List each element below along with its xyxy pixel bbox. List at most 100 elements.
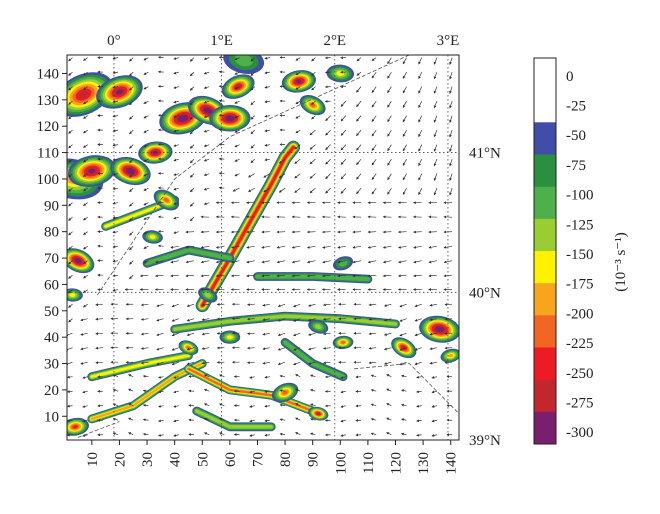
longitude-label: 3°E [437, 33, 460, 49]
plot-area [67, 55, 459, 440]
colorbar-swatch [534, 154, 556, 188]
colorbar-swatch [534, 411, 556, 445]
colorbar-tick-label: -100 [566, 188, 594, 204]
colorbar-tick-label: -150 [566, 247, 594, 263]
vorticity-patch [440, 348, 459, 363]
colorbar-swatch [534, 379, 556, 413]
vorticity-band [253, 272, 373, 284]
vorticity-patch [391, 337, 417, 359]
x-tick-label: 100 [333, 452, 349, 475]
section-line [97, 55, 410, 296]
colorbar-tick-label: -225 [566, 336, 594, 352]
section-line [77, 421, 120, 438]
colorbar-tick-label: -300 [566, 425, 594, 441]
colorbar-tick-label: 0 [566, 69, 574, 85]
latitude-label: 40°N [469, 285, 501, 301]
vorticity-band [170, 311, 400, 334]
y-tick-label: 120 [37, 119, 60, 135]
x-tick-label: 140 [444, 452, 460, 475]
y-tick-label: 140 [37, 66, 60, 82]
x-tick-label: 10 [85, 452, 101, 467]
coordinate-grid [67, 55, 459, 440]
colorbar-swatch [534, 218, 556, 252]
colorbar-swatch [534, 122, 556, 155]
vorticity-patch [153, 189, 180, 211]
y-tick-label: 110 [37, 146, 59, 162]
colorbar-swatch [534, 283, 556, 316]
y-tick-label: 130 [37, 93, 60, 109]
colorbar-frame [533, 57, 557, 445]
vorticity-patch [67, 72, 113, 117]
x-tick-label: 130 [416, 452, 432, 475]
plot-frame [66, 54, 460, 441]
section-line [354, 363, 459, 414]
x-tick-label: 90 [306, 452, 322, 467]
colorbar-tick-label: -275 [566, 396, 594, 412]
vorticity-patch [308, 406, 329, 421]
vorticity-patch [219, 330, 241, 344]
latitude-label: 41°N [469, 146, 501, 162]
colorbar: 0 -25 -50 -75 -100 -125 -150 -175 -200 -225 -250 -2… [533, 57, 594, 445]
colorbar-tick-label: -50 [566, 128, 586, 144]
longitude-labels: 0° 1°E 2°E 3°E [107, 33, 459, 49]
x-tick-label: 50 [195, 452, 211, 467]
y-tick-label: 80 [44, 225, 59, 241]
colorbar-swatch [534, 90, 556, 123]
y-axis: 10 20 30 40 50 60 70 80 90 100 110 120 130 140 [37, 66, 67, 425]
vorticity-patch [332, 335, 354, 350]
latitude-labels: 41°N 40°N 39°N [469, 146, 501, 449]
vorticity-patch [299, 95, 326, 116]
x-tick-label: 20 [112, 452, 128, 467]
vorticity-patch [67, 417, 89, 436]
vorticity-patch [142, 230, 163, 244]
x-tick-label: 30 [140, 452, 156, 467]
colorbar-tick-label: -200 [566, 306, 594, 322]
vorticity-patch [67, 248, 95, 274]
colorbar-tick-label: -25 [566, 99, 586, 115]
y-tick-label: 90 [44, 198, 59, 214]
vorticity-patch [271, 382, 299, 403]
x-tick-label: 60 [223, 452, 239, 467]
x-tick-label: 40 [168, 452, 184, 467]
colorbar-swatch [534, 58, 556, 91]
longitude-label: 2°E [323, 33, 346, 49]
y-tick-label: 70 [44, 251, 59, 267]
vector-layer [67, 55, 453, 437]
vorticity-band [192, 406, 276, 432]
boundary-lines [77, 55, 459, 438]
x-tick-label: 110 [361, 452, 377, 474]
vorticity-patch [209, 105, 251, 132]
vorticity-patch [281, 70, 316, 93]
vorticity-patch [96, 75, 143, 109]
vorticity-patch [221, 74, 255, 99]
colorbar-tick-label: -175 [566, 277, 594, 293]
y-tick-label: 100 [37, 172, 60, 188]
colorbar-swatch [534, 315, 556, 348]
colorbar-tick-label: -125 [566, 217, 594, 233]
vorticity-band [87, 351, 193, 382]
y-tick-label: 30 [44, 357, 59, 373]
colorbar-swatch [534, 251, 556, 284]
x-axis: 10 20 30 40 50 60 70 80 90 100 110 120 130 140 [85, 440, 460, 475]
colorbar-tick-label: -250 [566, 366, 594, 382]
x-tick-label: 70 [250, 452, 266, 467]
colorbar-tick-label: -75 [566, 158, 586, 174]
y-tick-label: 40 [44, 330, 59, 346]
vorticity-patch [178, 340, 199, 356]
vorticity-band [142, 245, 235, 268]
y-tick-label: 50 [44, 304, 59, 320]
x-tick-label: 80 [278, 452, 294, 467]
vorticity-patch [308, 319, 329, 334]
vorticity-patch [110, 156, 151, 186]
x-tick-label: 120 [389, 452, 405, 475]
colorbar-unit-label: (10⁻³ s⁻¹) [613, 232, 629, 291]
y-tick-label: 10 [44, 409, 59, 425]
longitude-label: 1°E [210, 33, 233, 49]
longitude-label: 0° [107, 33, 121, 49]
colorbar-swatch [534, 186, 556, 220]
latitude-label: 39°N [469, 433, 501, 449]
y-tick-label: 60 [44, 277, 59, 293]
colorbar-swatch [534, 347, 556, 381]
patch-layer [67, 55, 459, 436]
